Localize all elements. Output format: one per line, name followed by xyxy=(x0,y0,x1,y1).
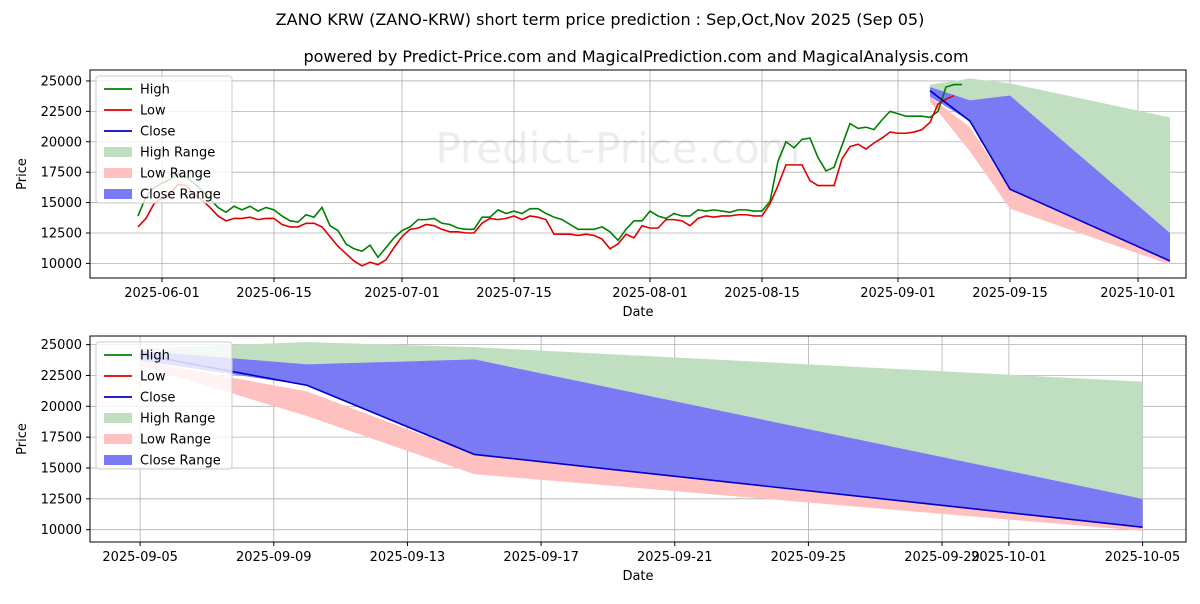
high-range-band xyxy=(930,78,1170,233)
x-tick-label: 2025-07-15 xyxy=(476,286,552,301)
close-series-line xyxy=(929,90,1171,262)
chart-title: ZANO KRW (ZANO-KRW) short term price pre… xyxy=(276,10,925,29)
x-tick-label: 2025-10-01 xyxy=(1100,286,1176,301)
x-tick-label: 2025-09-17 xyxy=(503,550,579,565)
legend: High Low Close High Range Low Range Close Ran… xyxy=(95,341,233,470)
x-tick-label: 2025-09-25 xyxy=(771,550,847,565)
x-tick-label: 2025-09-01 xyxy=(860,286,936,301)
plot-frame xyxy=(89,335,1187,543)
legend-label: Low Range xyxy=(140,167,211,182)
y-tick-label: 25000 xyxy=(41,74,82,89)
legend-label: High xyxy=(140,349,170,364)
x-tick-label: 2025-06-01 xyxy=(124,286,200,301)
y-tick-label: 22500 xyxy=(41,369,82,384)
legend-swatch xyxy=(104,189,132,199)
x-tick-label: 2025-10-01 xyxy=(971,550,1047,565)
x-tick-label: 2025-06-15 xyxy=(236,286,312,301)
legend-swatch xyxy=(104,434,132,444)
legend-swatch xyxy=(104,413,132,423)
y-tick-label: 10000 xyxy=(41,257,82,272)
legend-label: Close xyxy=(140,125,175,140)
legend-swatch xyxy=(104,455,132,465)
y-axis-label: Price xyxy=(15,158,30,190)
legend-swatch xyxy=(104,147,132,157)
y-tick-label: 20000 xyxy=(41,400,82,415)
y-tick-label: 17500 xyxy=(41,166,82,181)
close-range-band xyxy=(930,87,1170,261)
panel-1: Predict-Price.com 2025-06-01 2025-06-15 202… xyxy=(15,69,1187,320)
legend-label: Low xyxy=(140,370,166,385)
watermark-text: Predict-Price.com xyxy=(435,124,800,173)
x-tick-label: 2025-09-09 xyxy=(236,550,312,565)
legend-label: High Range xyxy=(140,412,215,427)
legend-label: Close Range xyxy=(140,188,221,203)
y-tick-label: 15000 xyxy=(41,196,82,211)
x-tick-label: 2025-07-01 xyxy=(364,286,440,301)
legend-label: High xyxy=(140,83,170,98)
low-series-line xyxy=(137,94,955,267)
high-series-line xyxy=(137,83,962,259)
legend-label: Close Range xyxy=(140,454,221,469)
x-axis-label: Date xyxy=(622,569,653,584)
legend-swatch xyxy=(104,168,132,178)
y-tick-label: 12500 xyxy=(41,226,82,241)
y-tick-label: 12500 xyxy=(41,492,82,507)
legend-label: Low xyxy=(140,104,166,119)
x-axis-label: Date xyxy=(622,305,653,320)
panel-2: Predict-Price.com2025-09-052025-09-09202… xyxy=(15,335,1187,584)
x-tick-label: 2025-09-21 xyxy=(637,550,713,565)
y-tick-label: 25000 xyxy=(41,338,82,353)
y-axis-label: Price xyxy=(15,423,30,455)
chart-subtitle: powered by Predict-Price.com and Magical… xyxy=(303,47,968,66)
y-tick-label: 17500 xyxy=(41,431,82,446)
legend-label: High Range xyxy=(140,146,215,161)
x-tick-label: 2025-08-01 xyxy=(612,286,688,301)
legend-label: Close xyxy=(140,391,175,406)
legend-label: Low Range xyxy=(140,433,211,448)
y-tick-label: 20000 xyxy=(41,135,82,150)
y-tick-label: 22500 xyxy=(41,105,82,120)
y-tick-label: 10000 xyxy=(41,523,82,538)
x-tick-label: 2025-09-15 xyxy=(972,286,1048,301)
high-range-band xyxy=(140,342,1143,499)
x-tick-label: 2025-09-13 xyxy=(370,550,446,565)
x-tick-label: 2025-08-15 xyxy=(724,286,800,301)
x-tick-label: 2025-09-05 xyxy=(102,550,178,565)
legend: High Low Close High Range Low Range Close Ran… xyxy=(95,75,233,204)
close-range-band xyxy=(140,350,1143,528)
plot-frame xyxy=(89,69,1187,279)
y-tick-label: 15000 xyxy=(41,461,82,476)
x-tick-label: 2025-09-29 xyxy=(904,550,980,565)
x-tick-label: 2025-10-05 xyxy=(1105,550,1181,565)
